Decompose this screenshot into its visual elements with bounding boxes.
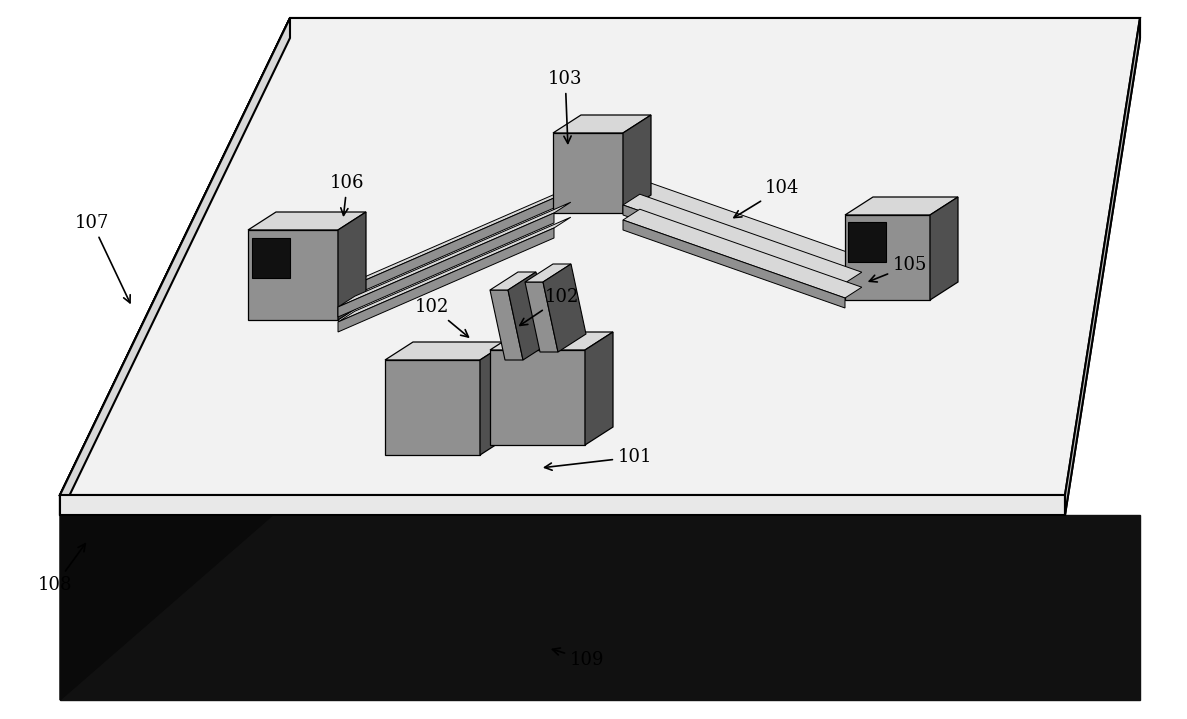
Polygon shape (623, 115, 650, 213)
Polygon shape (585, 332, 612, 445)
Polygon shape (338, 202, 571, 307)
Polygon shape (490, 350, 585, 445)
Text: 107: 107 (75, 214, 131, 303)
Polygon shape (1065, 18, 1140, 515)
Polygon shape (480, 342, 508, 455)
Polygon shape (525, 264, 571, 282)
Polygon shape (338, 187, 571, 292)
Polygon shape (623, 205, 845, 293)
Polygon shape (553, 115, 650, 133)
Polygon shape (338, 198, 554, 302)
Polygon shape (845, 215, 929, 300)
Polygon shape (338, 228, 554, 332)
Text: 105: 105 (869, 256, 927, 282)
Polygon shape (338, 217, 571, 322)
Polygon shape (338, 213, 554, 317)
Text: 106: 106 (330, 174, 364, 216)
Polygon shape (623, 209, 862, 298)
Polygon shape (845, 197, 958, 215)
Text: 101: 101 (545, 448, 653, 470)
Text: 104: 104 (734, 179, 799, 218)
Polygon shape (542, 264, 586, 352)
Polygon shape (508, 272, 551, 360)
Polygon shape (490, 332, 612, 350)
Polygon shape (385, 342, 508, 360)
Polygon shape (623, 220, 845, 308)
Polygon shape (61, 515, 1140, 700)
Polygon shape (490, 272, 537, 290)
Text: 102: 102 (520, 288, 579, 326)
Polygon shape (525, 282, 558, 352)
Polygon shape (553, 133, 623, 213)
Text: 102: 102 (415, 298, 469, 337)
Polygon shape (338, 212, 366, 320)
Polygon shape (61, 18, 290, 515)
Polygon shape (929, 197, 958, 300)
Polygon shape (623, 190, 845, 278)
Polygon shape (248, 230, 338, 320)
Text: 103: 103 (548, 70, 583, 143)
Polygon shape (623, 194, 862, 283)
Polygon shape (490, 290, 523, 360)
Polygon shape (61, 38, 290, 700)
Polygon shape (61, 18, 1140, 495)
Polygon shape (61, 18, 1140, 495)
Text: 108: 108 (38, 544, 85, 594)
Polygon shape (61, 18, 290, 515)
Polygon shape (61, 495, 1065, 515)
Polygon shape (61, 495, 1065, 515)
Polygon shape (848, 222, 886, 262)
Polygon shape (1065, 18, 1140, 515)
Polygon shape (623, 179, 862, 268)
Polygon shape (385, 360, 480, 455)
Text: 109: 109 (552, 648, 604, 669)
Polygon shape (252, 238, 290, 278)
Polygon shape (248, 212, 366, 230)
